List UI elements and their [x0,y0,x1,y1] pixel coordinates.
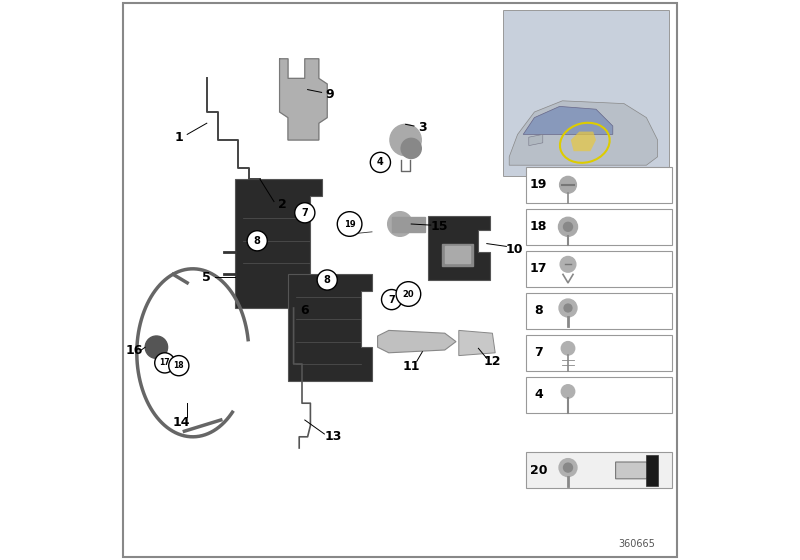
Circle shape [370,152,390,172]
Circle shape [154,353,175,373]
Text: 19: 19 [530,178,547,192]
Text: 12: 12 [484,354,501,368]
Circle shape [294,203,315,223]
Polygon shape [235,179,322,308]
Text: 8: 8 [324,275,330,285]
Circle shape [562,342,574,355]
Text: 14: 14 [173,416,190,430]
Text: 15: 15 [430,220,448,234]
Text: 7: 7 [302,208,308,218]
Text: 16: 16 [126,343,142,357]
Bar [442,244,473,266]
Polygon shape [570,132,596,151]
Circle shape [396,282,421,306]
Circle shape [563,222,573,231]
Text: 8: 8 [534,304,542,318]
Polygon shape [509,101,658,165]
Circle shape [247,231,267,251]
Circle shape [559,176,576,193]
Circle shape [169,356,189,376]
Text: 18: 18 [174,361,184,370]
Circle shape [390,124,422,156]
Text: 2: 2 [278,198,286,211]
Bar [526,335,671,371]
Text: 6: 6 [301,304,309,318]
Text: 13: 13 [324,430,342,444]
Text: 3: 3 [418,121,426,134]
Polygon shape [458,330,495,356]
Bar [646,455,658,486]
Circle shape [559,299,577,317]
Circle shape [562,385,574,398]
Polygon shape [280,59,327,140]
Circle shape [563,463,573,472]
Circle shape [401,138,422,158]
Bar [504,11,669,176]
Bar [526,377,671,413]
Bar [445,246,470,263]
Bar [526,251,671,287]
Bar [391,217,425,232]
Text: 17: 17 [159,358,170,367]
Circle shape [560,256,576,272]
Polygon shape [378,330,456,353]
Bar [526,209,671,245]
Circle shape [146,336,168,358]
Polygon shape [615,462,652,479]
Circle shape [338,212,362,236]
Text: 1: 1 [174,130,183,144]
Text: 17: 17 [530,262,547,276]
Bar [526,293,671,329]
Circle shape [558,217,578,236]
Bar [526,452,671,488]
Text: 5: 5 [202,270,211,284]
Text: 9: 9 [326,87,334,101]
Text: 11: 11 [402,360,420,374]
Text: 10: 10 [506,242,523,256]
Circle shape [388,212,412,236]
Text: 4: 4 [377,157,384,167]
Text: 7: 7 [534,346,542,360]
Text: 7: 7 [388,295,395,305]
Circle shape [559,459,577,477]
Text: 18: 18 [530,220,547,234]
Text: 8: 8 [254,236,261,246]
Text: 20: 20 [402,290,414,298]
Text: 360665: 360665 [618,539,654,549]
Polygon shape [523,106,613,134]
Text: 19: 19 [344,220,355,228]
Bar [526,167,671,203]
Polygon shape [288,274,372,381]
Bar [504,11,669,176]
Text: 4: 4 [534,388,542,402]
Text: 20: 20 [530,464,547,477]
Polygon shape [428,216,490,280]
Circle shape [382,290,402,310]
Circle shape [564,304,572,312]
Circle shape [317,270,338,290]
Polygon shape [529,134,542,146]
